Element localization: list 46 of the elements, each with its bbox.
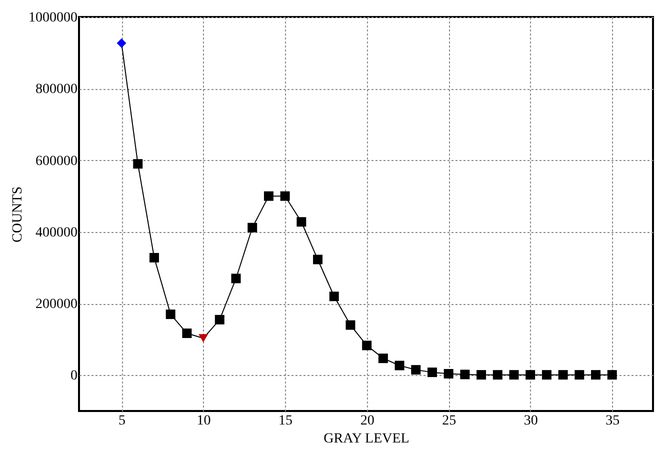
x-tick-label: 10 [196,414,211,428]
point [182,328,192,338]
x-tick-label: 5 [118,414,126,428]
point [149,252,159,262]
point [476,370,486,380]
point [248,222,258,232]
y-axis-title: COUNTS [10,186,26,243]
point [362,340,372,350]
point [591,370,601,380]
y-tick-label: 1000000 [28,10,78,26]
point [427,368,437,378]
point [558,370,568,380]
point [509,370,519,380]
point [198,334,208,342]
point [296,217,306,227]
point [574,370,584,380]
y-tick-label: 400000 [36,225,78,240]
point [133,159,143,169]
x-axis-title: GRAY LEVEL [324,432,410,446]
point [231,274,241,284]
point [526,370,536,380]
point [313,254,322,264]
point [329,292,339,302]
point [214,314,224,324]
point [444,369,454,378]
point [264,191,274,201]
x-tick-label: 30 [524,414,538,428]
point [378,354,388,364]
point [542,370,552,380]
y-tick-label: 600000 [36,154,78,169]
point [411,365,421,375]
point [166,310,176,320]
point [346,320,356,330]
y-tick-label: 200000 [36,297,78,312]
y-tick-label: 0 [70,368,78,384]
x-tick-label: 20 [360,414,374,428]
point [492,370,502,380]
point [460,370,470,380]
point [394,360,404,370]
x-tick-label: 25 [442,414,456,428]
x-tick-label: 15 [278,414,293,428]
y-tick-label: 800000 [36,82,78,98]
x-tick-label: 35 [606,414,620,428]
point [280,191,290,201]
point [116,38,126,48]
point [607,370,617,380]
